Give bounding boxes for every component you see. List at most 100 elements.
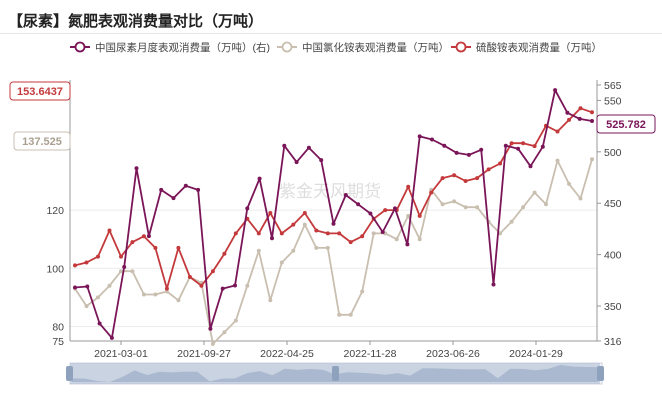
series-point — [555, 129, 560, 134]
series-point — [565, 110, 570, 115]
series-point — [291, 222, 296, 227]
series-point — [590, 119, 594, 123]
axes-layer: 75 80 100 120 316 350 400 450 500 550 565 2021-03-0… — [46, 80, 622, 360]
series-point — [486, 167, 491, 172]
series-point — [134, 166, 139, 171]
y-right-tick-label: 550 — [604, 95, 622, 107]
series-point — [475, 176, 480, 181]
series-point — [319, 158, 324, 163]
series-point — [107, 228, 112, 233]
series-point — [233, 231, 238, 236]
series-point — [96, 254, 100, 259]
series-point — [257, 176, 262, 181]
chart-title: 【尿素】氮肥表观消费量对比（万吨） — [8, 13, 264, 30]
series-point — [356, 202, 361, 207]
callout-left-top-text: 153.6437 — [17, 86, 63, 98]
series-point — [282, 143, 287, 148]
series-point — [406, 184, 411, 189]
series-point — [509, 219, 514, 224]
series-point — [532, 144, 537, 149]
callout-left-top-box — [9, 81, 71, 101]
grid-layer — [70, 209, 597, 342]
y-right-tick-label: 316 — [604, 336, 622, 348]
y-right-tick-label: 400 — [604, 250, 622, 262]
series-point — [509, 141, 514, 146]
series-point — [475, 205, 480, 210]
x-tick-label: 2022-11-28 — [344, 348, 397, 360]
series-point — [96, 295, 100, 300]
series-point — [343, 193, 348, 197]
series-point — [463, 205, 468, 210]
x-tick-label: 2021-09-27 — [177, 348, 231, 360]
series-point — [233, 318, 238, 323]
series-point — [590, 110, 594, 115]
series-point — [85, 284, 90, 289]
series-point — [208, 326, 213, 331]
series-point — [314, 228, 319, 233]
series-point — [153, 292, 158, 297]
y-right-tick-label: 450 — [604, 198, 622, 210]
series-point — [141, 292, 146, 297]
series-point — [540, 144, 545, 149]
x-tick-label: 2023-06-26 — [426, 348, 480, 360]
series-point — [233, 283, 237, 288]
series-point — [430, 137, 434, 142]
series-point — [360, 234, 365, 239]
y-right-tick-label: 350 — [604, 301, 622, 313]
series-point — [567, 181, 571, 186]
series-point — [73, 285, 77, 290]
series-point — [279, 231, 284, 236]
datazoom-slider[interactable] — [66, 362, 604, 385]
series-point — [222, 251, 227, 256]
series-point — [479, 147, 484, 152]
series-point — [171, 196, 176, 201]
series-point — [417, 237, 422, 242]
datazoom-handle-middle[interactable] — [332, 366, 339, 381]
series-layer — [73, 88, 594, 346]
series-point — [498, 161, 503, 166]
y-left-tick-label: 75 — [52, 336, 64, 348]
series-point — [577, 116, 582, 121]
legend-label: 硫酸铵表观消费量（万吨） — [476, 41, 602, 54]
series-point — [590, 157, 594, 162]
series-point — [368, 211, 373, 216]
series-point — [555, 158, 560, 163]
watermark-text: 紫金天风期货 — [279, 182, 381, 201]
series-point — [532, 190, 537, 195]
series-point — [360, 289, 365, 294]
series-point — [417, 213, 422, 218]
series-point — [73, 263, 77, 268]
series-point — [498, 231, 503, 236]
x-tick-label: 2022-04-25 — [260, 348, 314, 360]
series-point — [122, 265, 127, 269]
series-point — [393, 206, 397, 211]
y-left-tick-label: 80 — [52, 321, 64, 333]
series-point — [466, 152, 471, 157]
legend[interactable]: 中国尿素月度表观消费量（万吨）(右) 中国氯化铵表观消费量（万吨） 硫酸铵表观消费量… — [70, 41, 602, 54]
y-left-tick-label: 120 — [46, 205, 64, 217]
series-point — [452, 199, 457, 204]
series-point — [130, 240, 135, 245]
series-point — [314, 245, 319, 250]
legend-swatch-dot-1 — [281, 41, 293, 53]
series-point — [256, 231, 261, 236]
series-point — [325, 245, 330, 250]
series-point — [521, 141, 526, 146]
series-point — [109, 335, 114, 340]
series-point — [294, 160, 299, 165]
series-point — [383, 208, 388, 213]
x-tick-label: 2024-01-29 — [509, 348, 563, 360]
callout-left-mid-text: 137.525 — [22, 136, 62, 148]
series-point — [97, 321, 102, 326]
series-point — [176, 298, 181, 303]
datazoom-handle-left[interactable] — [66, 366, 73, 381]
series-point — [406, 213, 411, 218]
series-point — [491, 282, 496, 287]
series-point — [331, 221, 336, 226]
series-point — [567, 117, 571, 122]
series-point — [196, 187, 201, 192]
series-point — [245, 283, 250, 288]
datazoom-handle-right[interactable] — [597, 366, 604, 381]
